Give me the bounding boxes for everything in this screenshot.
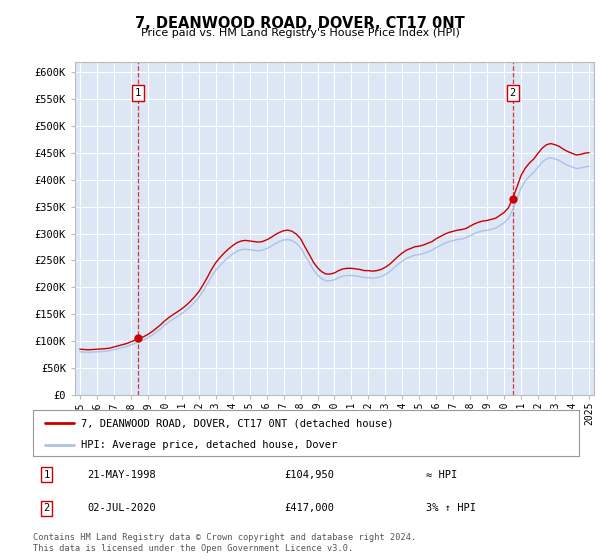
Text: Price paid vs. HM Land Registry's House Price Index (HPI): Price paid vs. HM Land Registry's House … xyxy=(140,28,460,38)
Text: 7, DEANWOOD ROAD, DOVER, CT17 0NT: 7, DEANWOOD ROAD, DOVER, CT17 0NT xyxy=(135,16,465,31)
Text: 2: 2 xyxy=(509,88,516,98)
Text: 1: 1 xyxy=(134,88,141,98)
Text: 3% ↑ HPI: 3% ↑ HPI xyxy=(426,503,476,513)
Text: 02-JUL-2020: 02-JUL-2020 xyxy=(88,503,157,513)
Text: This data is licensed under the Open Government Licence v3.0.: This data is licensed under the Open Gov… xyxy=(33,544,353,553)
Text: Contains HM Land Registry data © Crown copyright and database right 2024.: Contains HM Land Registry data © Crown c… xyxy=(33,533,416,542)
Text: HPI: Average price, detached house, Dover: HPI: Average price, detached house, Dove… xyxy=(81,440,337,450)
Text: £417,000: £417,000 xyxy=(284,503,334,513)
Text: £104,950: £104,950 xyxy=(284,470,334,479)
Text: ≈ HPI: ≈ HPI xyxy=(426,470,457,479)
Text: 2: 2 xyxy=(44,503,50,513)
Text: 7, DEANWOOD ROAD, DOVER, CT17 0NT (detached house): 7, DEANWOOD ROAD, DOVER, CT17 0NT (detac… xyxy=(81,418,394,428)
Text: 21-MAY-1998: 21-MAY-1998 xyxy=(88,470,157,479)
Text: 1: 1 xyxy=(44,470,50,479)
